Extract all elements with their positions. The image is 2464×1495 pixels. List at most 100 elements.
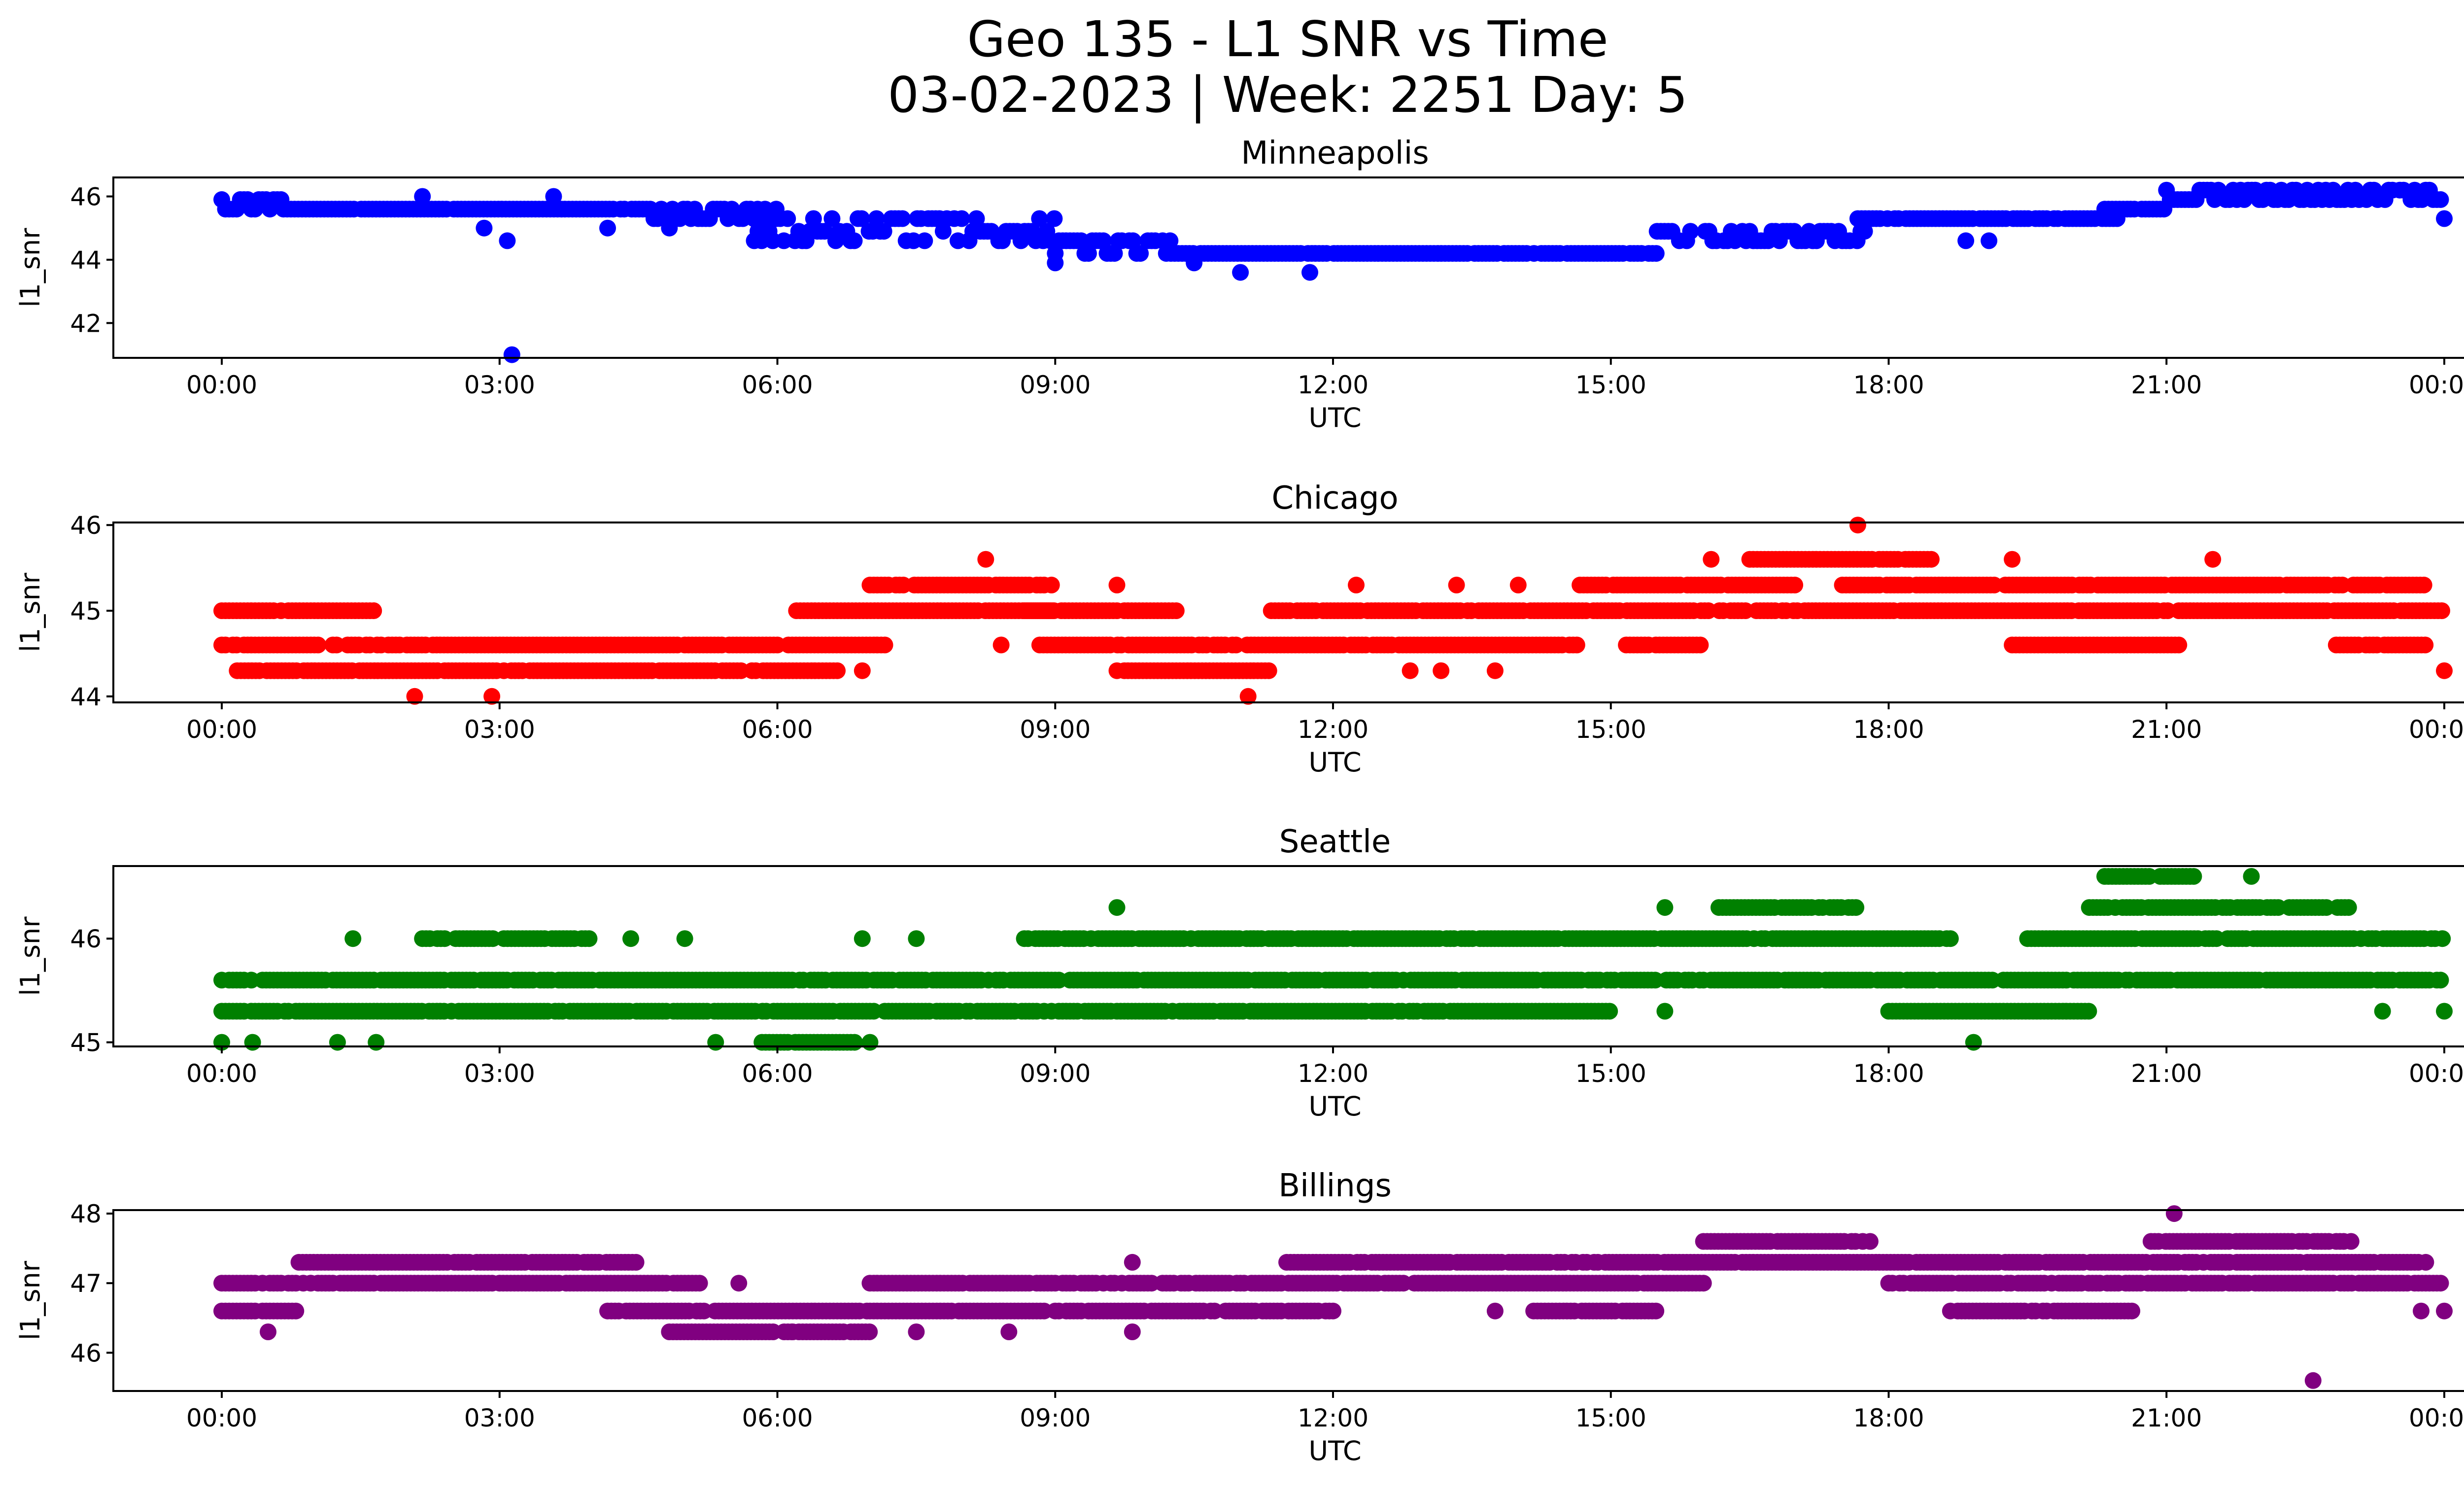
data-point <box>2038 930 2054 947</box>
data-point <box>1590 576 1607 593</box>
data-point <box>1065 1275 1082 1292</box>
data-point <box>2285 899 2302 916</box>
data-point <box>1485 245 1502 262</box>
data-point <box>1343 1275 1360 1292</box>
data-point <box>1531 636 1548 654</box>
data-point <box>2345 576 2362 593</box>
data-point <box>309 636 327 654</box>
data-point <box>243 1275 260 1292</box>
data-point <box>2112 1302 2129 1320</box>
data-point <box>991 972 1008 989</box>
data-point <box>1559 245 1576 262</box>
data-point <box>1386 930 1403 947</box>
data-point <box>1849 210 1866 227</box>
data-point <box>2126 868 2143 885</box>
data-point <box>525 662 542 679</box>
data-point <box>1573 972 1590 989</box>
data-point <box>1734 576 1751 593</box>
data-point <box>1475 1003 1492 1020</box>
data-point <box>1901 930 1918 947</box>
data-point <box>1669 1275 1686 1292</box>
data-point <box>1826 551 1844 568</box>
data-point <box>2232 1275 2249 1292</box>
data-point <box>344 930 362 947</box>
panel-title: Minneapolis <box>1241 135 1429 172</box>
data-point <box>1143 1302 1160 1320</box>
data-point <box>603 1302 620 1320</box>
data-point <box>2306 972 2323 989</box>
data-point <box>2114 899 2131 916</box>
data-point <box>1186 254 1203 272</box>
data-point <box>798 1323 815 1340</box>
data-point <box>1838 576 1855 593</box>
data-point <box>865 1302 882 1320</box>
data-point <box>573 930 590 947</box>
data-point <box>1843 1233 1860 1250</box>
data-point <box>1191 636 1208 654</box>
data-point <box>1021 576 1038 593</box>
data-point <box>1832 972 1849 989</box>
data-point <box>1591 972 1608 989</box>
data-point <box>2080 1003 2097 1020</box>
y-tick-label: 46 <box>70 1339 102 1367</box>
data-point <box>643 972 660 989</box>
data-point <box>2202 972 2220 989</box>
data-point <box>1788 899 1805 916</box>
data-point <box>1021 602 1038 619</box>
data-point <box>1239 688 1257 705</box>
data-point <box>546 201 562 218</box>
data-point <box>1642 576 1659 593</box>
data-point <box>843 972 860 989</box>
data-point <box>291 1003 308 1020</box>
data-point <box>2206 1275 2223 1292</box>
data-point <box>1308 1003 1326 1020</box>
data-point <box>950 1275 967 1292</box>
data-point <box>1368 930 1385 947</box>
data-point <box>495 636 512 654</box>
x-tick-label: 15:00 <box>1575 1404 1646 1432</box>
data-point <box>1214 245 1232 262</box>
data-point <box>1234 662 1252 679</box>
data-point <box>1889 551 1907 568</box>
data-point <box>462 930 479 947</box>
data-point <box>1871 551 1888 568</box>
data-point <box>1364 930 1381 947</box>
data-point <box>1745 232 1762 249</box>
data-point <box>424 1253 441 1271</box>
data-point <box>483 1003 501 1020</box>
data-point <box>2217 1233 2234 1250</box>
x-tick-label: 00:00 <box>2409 371 2464 399</box>
data-point <box>427 201 444 218</box>
data-point <box>1602 972 1619 989</box>
data-point <box>1220 1003 1236 1020</box>
data-point <box>1072 636 1089 654</box>
data-point <box>2236 191 2253 208</box>
data-point <box>1490 930 1507 947</box>
data-point <box>946 210 963 227</box>
data-point <box>2161 1275 2179 1292</box>
data-point <box>295 602 312 619</box>
data-point <box>1922 551 1940 568</box>
data-point <box>2145 930 2162 947</box>
data-point <box>2374 1003 2391 1020</box>
data-point <box>1084 972 1101 989</box>
data-point <box>677 662 694 679</box>
data-point <box>739 972 756 989</box>
data-point <box>587 1003 605 1020</box>
data-point <box>1202 1275 1219 1292</box>
data-point <box>2326 602 2343 619</box>
data-point <box>2169 191 2186 208</box>
data-point <box>1465 636 1482 654</box>
x-tick-label: 00:00 <box>186 1059 257 1088</box>
data-point <box>2128 1275 2146 1292</box>
data-point <box>250 636 268 654</box>
data-point <box>2319 602 2335 619</box>
data-point <box>2158 181 2175 199</box>
data-point <box>717 1003 734 1020</box>
data-point <box>634 201 651 218</box>
data-point <box>446 1253 463 1271</box>
data-point <box>1658 972 1675 989</box>
data-point <box>676 636 693 654</box>
data-point <box>2286 930 2303 947</box>
data-point <box>995 1302 1012 1320</box>
